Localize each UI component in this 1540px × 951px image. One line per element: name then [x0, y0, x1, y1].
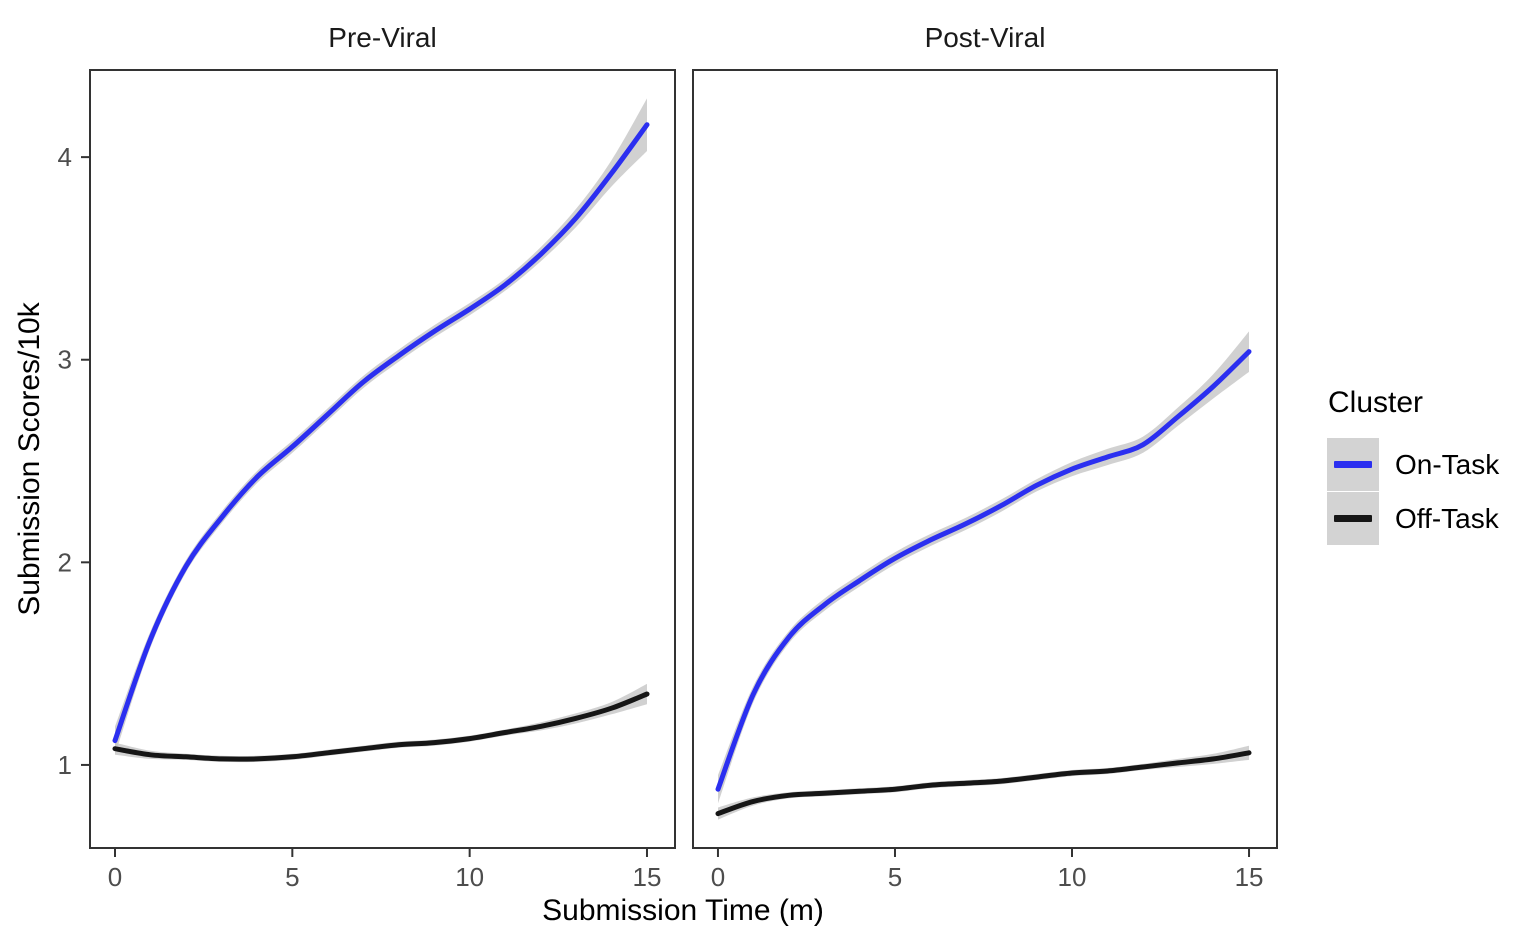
off-task-line-post-viral: [715, 750, 1252, 817]
on-task-line-pre-viral: [112, 122, 650, 744]
legend-label-on-task: On-Task: [1395, 448, 1500, 480]
y-tick-label: 3: [58, 345, 72, 375]
legend-label-off-task: Off-Task: [1395, 502, 1499, 534]
x-tick-label: 15: [1235, 862, 1264, 892]
off-task-line-swatch: [1334, 515, 1372, 522]
x-tick-label: 5: [888, 862, 902, 892]
x-tick-label: 10: [1058, 862, 1087, 892]
legend-key-off-task: [1327, 492, 1379, 545]
off-task-line-pre-viral: [112, 691, 650, 762]
legend-key-on-task: [1327, 438, 1379, 491]
x-tick-label: 0: [711, 862, 725, 892]
legend-item-off-task: Off-Task: [1327, 492, 1499, 545]
legend-item-on-task: On-Task: [1327, 438, 1499, 491]
y-tick-label: 2: [58, 547, 72, 577]
legend: Cluster On-Task Off-Task: [1327, 386, 1499, 546]
ci-ribbon-on-task-pre-viral: [115, 98, 647, 755]
on-task-line-swatch: [1334, 461, 1372, 468]
facet-title-pre-viral: Pre-Viral: [328, 22, 437, 53]
panel-border-post-viral: [692, 69, 1278, 849]
x-tick-label: 10: [455, 862, 484, 892]
x-tick-label: 15: [633, 862, 662, 892]
x-tick-label: 5: [285, 862, 299, 892]
x-axis-label: Submission Time (m): [542, 894, 824, 927]
y-tick-label: 4: [58, 142, 72, 172]
ci-ribbon-on-task-post-viral: [718, 331, 1249, 804]
x-tick-label: 0: [108, 862, 122, 892]
legend-title: Cluster: [1328, 386, 1424, 419]
y-tick-label: 1: [58, 750, 72, 780]
on-task-line-post-viral: [715, 349, 1252, 792]
panel-border-pre-viral: [89, 69, 676, 849]
y-axis-label: Submission Scores/10k: [13, 302, 46, 616]
facet-title-post-viral: Post-Viral: [924, 22, 1046, 53]
